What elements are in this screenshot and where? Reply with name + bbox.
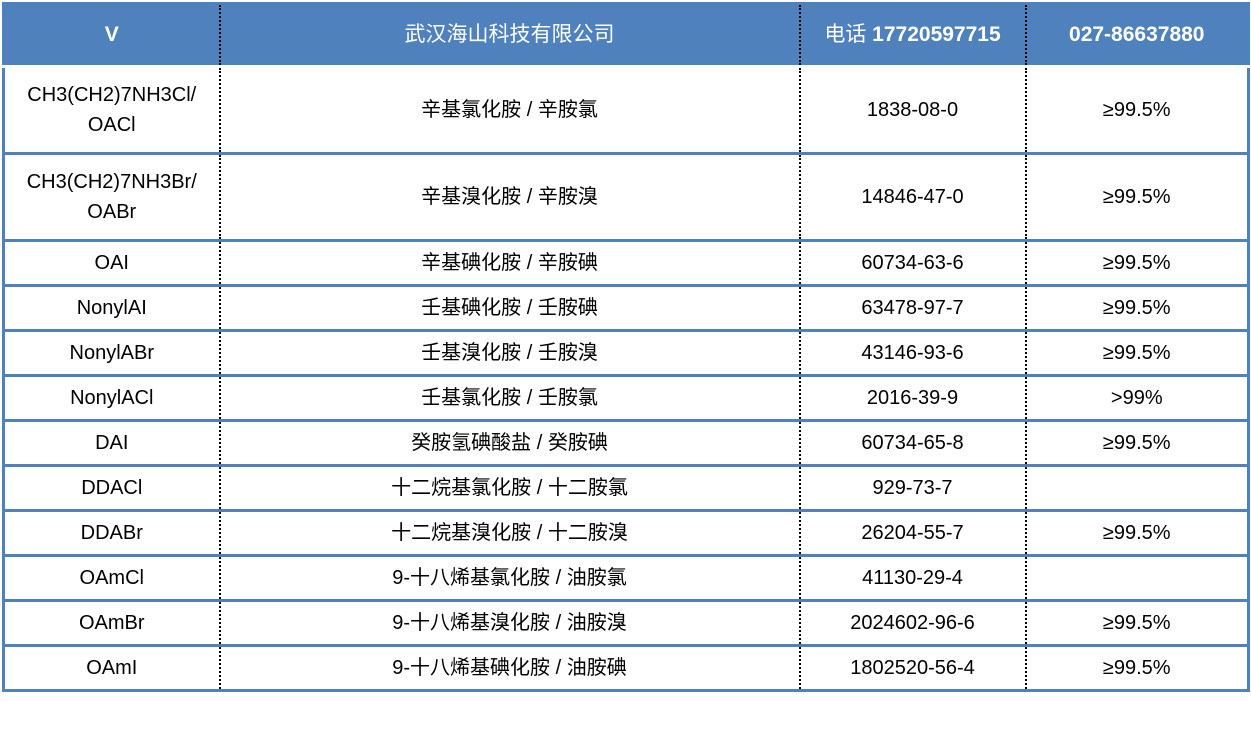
cell-purity: ≥99.5% [1024, 152, 1250, 242]
cell-cas: 2016-39-9 [798, 374, 1027, 422]
cell-cas: 26204-55-7 [798, 509, 1027, 557]
cell-purity: >99% [1024, 374, 1250, 422]
table-row: NonylABr 壬基溴化胺 / 壬胺溴 43146-93-6 ≥99.5% [2, 329, 1250, 377]
header-col1: V [2, 2, 221, 68]
company-name: 武汉海山科技有限公司 [404, 23, 615, 46]
product-table: V 武汉海山科技有限公司 电话 17720597715 027-86637880… [2, 2, 1250, 692]
table-row: CH3(CH2)7NH3Br/ OABr 辛基溴化胺 / 辛胺溴 14846-47-… [2, 152, 1250, 242]
cell-cas: 2024602-96-6 [798, 599, 1027, 647]
cell-formula: CH3(CH2)7NH3Cl/ OACl [2, 65, 221, 155]
cell-purity: ≥99.5% [1024, 239, 1250, 287]
cell-formula: OAmI [2, 644, 221, 692]
cell-purity: ≥99.5% [1024, 599, 1250, 647]
cell-purity [1024, 464, 1250, 512]
cell-cas: 14846-47-0 [798, 152, 1027, 242]
cell-formula: DDACl [2, 464, 221, 512]
cell-purity: ≥99.5% [1024, 644, 1250, 692]
cell-cas: 60734-63-6 [798, 239, 1027, 287]
cell-formula: NonylABr [2, 329, 221, 377]
cell-name: 9-十八烯基溴化胺 / 油胺溴 [218, 599, 801, 647]
cell-name: 壬基溴化胺 / 壬胺溴 [218, 329, 801, 377]
cell-cas: 1802520-56-4 [798, 644, 1027, 692]
cell-cas: 929-73-7 [798, 464, 1027, 512]
table-row: NonylAI 壬基碘化胺 / 壬胺碘 63478-97-7 ≥99.5% [2, 284, 1250, 332]
table-row: DDABr 十二烷基溴化胺 / 十二胺溴 26204-55-7 ≥99.5% [2, 509, 1250, 557]
cell-formula: NonylACl [2, 374, 221, 422]
cell-cas: 43146-93-6 [798, 329, 1027, 377]
table-row: NonylACl 壬基氯化胺 / 壬胺氯 2016-39-9 >99% [2, 374, 1250, 422]
cell-name: 辛基溴化胺 / 辛胺溴 [218, 152, 801, 242]
cell-name: 十二烷基氯化胺 / 十二胺氯 [218, 464, 801, 512]
table-row: OAmI 9-十八烯基碘化胺 / 油胺碘 1802520-56-4 ≥99.5% [2, 644, 1250, 692]
cell-formula: DAI [2, 419, 221, 467]
table-row: OAmBr 9-十八烯基溴化胺 / 油胺溴 2024602-96-6 ≥99.5% [2, 599, 1250, 647]
cell-purity: ≥99.5% [1024, 284, 1250, 332]
header-phone: 电话 17720597715 [798, 2, 1027, 68]
cell-purity: ≥99.5% [1024, 65, 1250, 155]
cell-formula: DDABr [2, 509, 221, 557]
cell-formula: OAI [2, 239, 221, 287]
table-row: OAmCl 9-十八烯基氯化胺 / 油胺氯 41130-29-4 [2, 554, 1250, 602]
table-row: DDACl 十二烷基氯化胺 / 十二胺氯 929-73-7 [2, 464, 1250, 512]
table-row: CH3(CH2)7NH3Cl/ OACl 辛基氯化胺 / 辛胺氯 1838-08-0… [2, 65, 1250, 155]
cell-cas: 63478-97-7 [798, 284, 1027, 332]
cell-formula: OAmBr [2, 599, 221, 647]
phone-number: 17720597715 [872, 23, 1001, 46]
cell-name: 癸胺氢碘酸盐 / 癸胺碘 [218, 419, 801, 467]
cell-purity: ≥99.5% [1024, 509, 1250, 557]
header-company: 武汉海山科技有限公司 [218, 2, 801, 68]
cell-formula: OAmCl [2, 554, 221, 602]
cell-formula: NonylAI [2, 284, 221, 332]
cell-name: 十二烷基溴化胺 / 十二胺溴 [218, 509, 801, 557]
cell-formula: CH3(CH2)7NH3Br/ OABr [2, 152, 221, 242]
cell-cas: 1838-08-0 [798, 65, 1027, 155]
cell-name: 壬基氯化胺 / 壬胺氯 [218, 374, 801, 422]
cell-name: 辛基碘化胺 / 辛胺碘 [218, 239, 801, 287]
cell-purity: ≥99.5% [1024, 329, 1250, 377]
cell-name: 辛基氯化胺 / 辛胺氯 [218, 65, 801, 155]
phone-label: 电话 [824, 23, 867, 46]
cell-cas: 41130-29-4 [798, 554, 1027, 602]
cell-purity: ≥99.5% [1024, 419, 1250, 467]
header-tel: 027-86637880 [1024, 2, 1250, 68]
cell-name: 壬基碘化胺 / 壬胺碘 [218, 284, 801, 332]
cell-cas: 60734-65-8 [798, 419, 1027, 467]
cell-name: 9-十八烯基氯化胺 / 油胺氯 [218, 554, 801, 602]
table-row: DAI 癸胺氢碘酸盐 / 癸胺碘 60734-65-8 ≥99.5% [2, 419, 1250, 467]
cell-purity [1024, 554, 1250, 602]
header-row: V 武汉海山科技有限公司 电话 17720597715 027-86637880 [2, 2, 1250, 68]
cell-name: 9-十八烯基碘化胺 / 油胺碘 [218, 644, 801, 692]
table-row: OAI 辛基碘化胺 / 辛胺碘 60734-63-6 ≥99.5% [2, 239, 1250, 287]
